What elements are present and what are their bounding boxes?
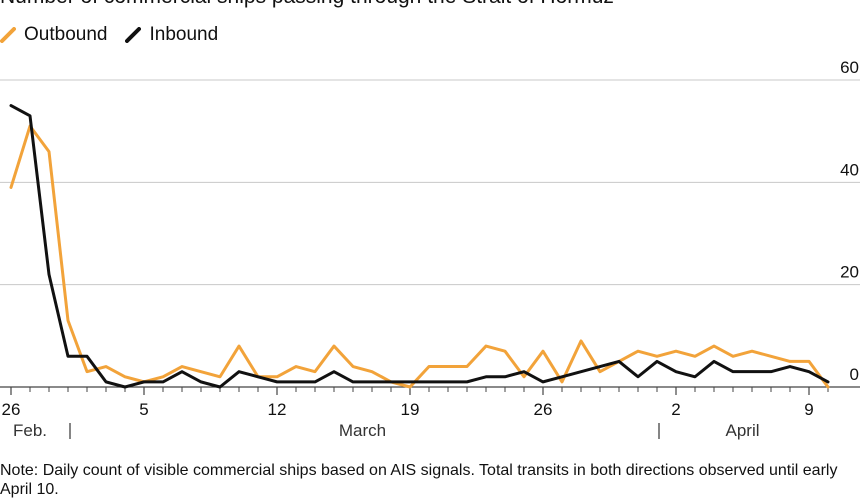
line-chart: 0 20 40 60 26 5 12 19 26 2 9 Feb. March April — [0, 58, 860, 440]
y-tick-label-20: 20 — [840, 263, 859, 282]
legend-item-inbound: Inbound — [125, 24, 218, 46]
legend-label-inbound: Inbound — [149, 24, 219, 45]
series-line-inbound — [9, 104, 830, 389]
month-label: April — [725, 421, 759, 440]
month-label: March — [339, 421, 386, 440]
y-tick-label-0: 0 — [850, 365, 859, 384]
inbound-swatch-icon — [125, 27, 142, 43]
legend-label-outbound: Outbound — [24, 24, 108, 45]
x-tick-label: 2 — [671, 400, 680, 419]
series-line-outbound — [9, 124, 830, 389]
x-tick-label: 9 — [804, 400, 813, 419]
x-tick-label: 26 — [2, 400, 21, 419]
y-tick-label-60: 60 — [840, 58, 859, 77]
legend-item-outbound: Outbound — [0, 24, 107, 46]
chart-note: Note: Daily count of visible commercial … — [0, 462, 838, 498]
y-tick-label-40: 40 — [840, 160, 859, 179]
chart-title: Number of commercial ships passing throu… — [0, 0, 614, 10]
x-tick-label: 19 — [401, 400, 420, 419]
x-tick-label: 26 — [534, 400, 553, 419]
outbound-swatch-icon — [0, 27, 16, 43]
x-tick-label: 12 — [268, 400, 287, 419]
x-tick-label: 5 — [139, 400, 148, 419]
month-label: Feb. — [13, 421, 47, 440]
legend: Outbound Inbound — [0, 22, 236, 48]
